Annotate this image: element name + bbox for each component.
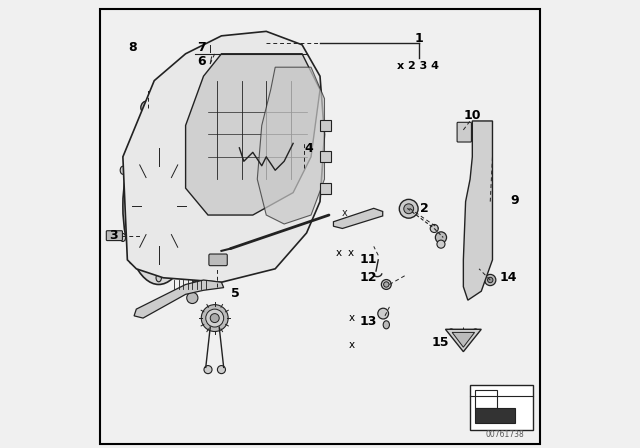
- Ellipse shape: [120, 166, 125, 174]
- Text: x: x: [348, 248, 353, 258]
- Text: x: x: [348, 340, 355, 350]
- Ellipse shape: [192, 274, 197, 282]
- Ellipse shape: [430, 224, 438, 233]
- Polygon shape: [134, 280, 224, 318]
- Ellipse shape: [129, 256, 134, 264]
- FancyBboxPatch shape: [457, 122, 472, 142]
- Polygon shape: [257, 67, 324, 224]
- Ellipse shape: [437, 240, 445, 248]
- Ellipse shape: [249, 37, 257, 44]
- Ellipse shape: [156, 126, 161, 134]
- Ellipse shape: [288, 165, 298, 175]
- Ellipse shape: [449, 329, 454, 334]
- Text: 13: 13: [359, 314, 376, 328]
- Ellipse shape: [141, 101, 154, 114]
- Text: 00761738: 00761738: [485, 430, 524, 439]
- Text: 9: 9: [511, 194, 519, 207]
- Ellipse shape: [208, 48, 212, 55]
- Text: 5: 5: [230, 287, 239, 300]
- Text: 11: 11: [359, 253, 377, 267]
- Text: 14: 14: [499, 271, 517, 284]
- Text: 4: 4: [305, 142, 313, 155]
- Ellipse shape: [183, 153, 188, 161]
- Bar: [475, 408, 515, 423]
- Text: 3: 3: [109, 228, 117, 242]
- Bar: [470, 385, 532, 430]
- Ellipse shape: [218, 366, 225, 374]
- Ellipse shape: [474, 255, 483, 264]
- Ellipse shape: [221, 246, 230, 254]
- Text: 7: 7: [197, 41, 205, 55]
- Ellipse shape: [129, 144, 134, 152]
- Bar: [320, 183, 332, 194]
- Ellipse shape: [187, 293, 198, 304]
- Ellipse shape: [404, 204, 413, 214]
- Bar: [320, 151, 332, 162]
- Bar: [475, 390, 497, 408]
- Ellipse shape: [383, 282, 389, 287]
- Polygon shape: [123, 31, 324, 282]
- Ellipse shape: [473, 329, 478, 334]
- Polygon shape: [445, 329, 481, 352]
- Ellipse shape: [399, 199, 418, 218]
- Ellipse shape: [301, 165, 307, 171]
- Ellipse shape: [136, 157, 181, 255]
- Text: 12: 12: [360, 271, 377, 284]
- Ellipse shape: [383, 321, 390, 329]
- Ellipse shape: [291, 168, 296, 172]
- Bar: [320, 120, 332, 131]
- Text: 6: 6: [197, 55, 205, 69]
- Ellipse shape: [143, 103, 152, 112]
- Ellipse shape: [211, 314, 220, 323]
- Text: x: x: [335, 248, 341, 258]
- Text: 8: 8: [129, 40, 137, 54]
- Ellipse shape: [488, 277, 493, 283]
- Text: x: x: [348, 313, 355, 323]
- Polygon shape: [186, 54, 320, 215]
- Text: 15: 15: [431, 336, 449, 349]
- Ellipse shape: [206, 309, 224, 327]
- FancyBboxPatch shape: [106, 231, 122, 241]
- Ellipse shape: [484, 274, 496, 286]
- FancyBboxPatch shape: [209, 254, 227, 266]
- Ellipse shape: [300, 163, 309, 173]
- Ellipse shape: [123, 128, 195, 284]
- Text: 2: 2: [420, 202, 428, 215]
- Ellipse shape: [202, 305, 228, 332]
- Ellipse shape: [378, 308, 388, 319]
- Text: x 2 3 4: x 2 3 4: [397, 61, 438, 71]
- Ellipse shape: [192, 126, 197, 134]
- Ellipse shape: [204, 366, 212, 374]
- Text: 10: 10: [463, 109, 481, 122]
- Ellipse shape: [381, 280, 391, 289]
- Ellipse shape: [289, 55, 297, 62]
- Ellipse shape: [435, 232, 447, 243]
- Ellipse shape: [120, 233, 125, 241]
- Ellipse shape: [195, 50, 203, 57]
- Polygon shape: [463, 121, 493, 300]
- Ellipse shape: [474, 139, 483, 148]
- Ellipse shape: [156, 274, 161, 282]
- Polygon shape: [452, 332, 475, 347]
- Text: 1: 1: [414, 31, 423, 45]
- Polygon shape: [333, 208, 383, 228]
- Ellipse shape: [461, 343, 466, 349]
- Text: x: x: [342, 208, 348, 218]
- Ellipse shape: [250, 238, 256, 244]
- Ellipse shape: [208, 60, 212, 67]
- Ellipse shape: [236, 242, 243, 249]
